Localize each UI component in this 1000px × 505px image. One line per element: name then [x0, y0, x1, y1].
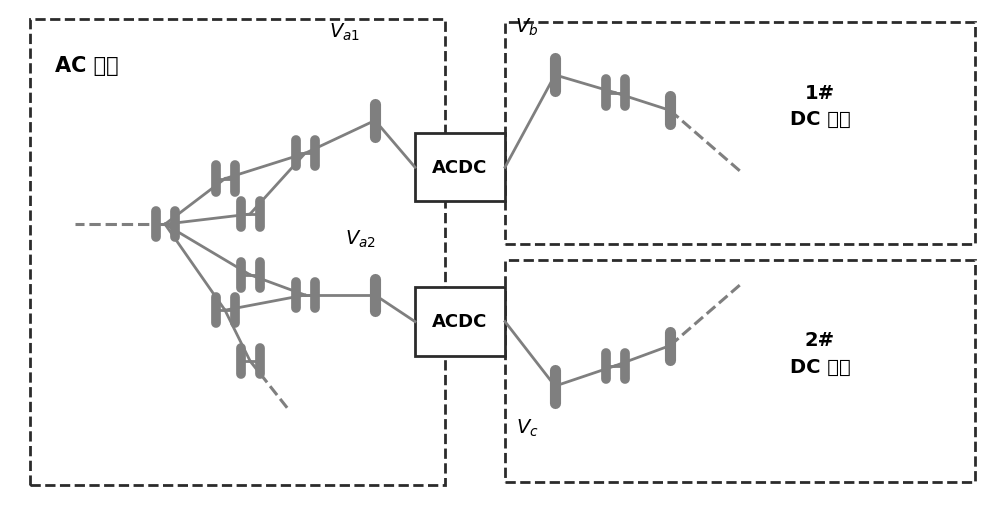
Bar: [415, 134, 505, 202]
Bar: [505, 260, 975, 482]
Bar: [30, 20, 445, 485]
Text: 1#
DC 微网: 1# DC 微网: [790, 83, 850, 129]
Text: $V_c$: $V_c$: [516, 417, 538, 438]
Text: $V_{a1}$: $V_{a1}$: [329, 22, 361, 43]
Text: ACDC: ACDC: [432, 313, 488, 331]
Bar: [505, 23, 975, 245]
Text: AC 微网: AC 微网: [55, 56, 119, 76]
Text: 2#
DC 微网: 2# DC 微网: [790, 331, 850, 376]
Text: $V_b$: $V_b$: [515, 17, 539, 38]
Bar: [415, 288, 505, 356]
Text: ACDC: ACDC: [432, 159, 488, 177]
Text: $V_{a2}$: $V_{a2}$: [345, 229, 376, 250]
